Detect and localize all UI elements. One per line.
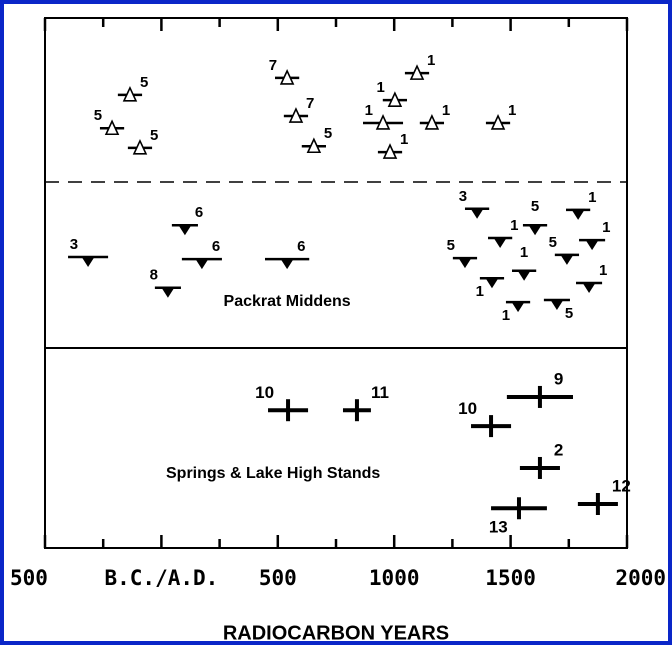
- point-label: 1: [400, 131, 408, 148]
- open-triangle: [375, 114, 391, 130]
- point-label: 7: [306, 95, 314, 112]
- point-label: 1: [510, 217, 518, 234]
- point-label: 1: [602, 219, 610, 236]
- point-label: 5: [549, 234, 557, 251]
- point-label: 6: [195, 204, 203, 221]
- filled-triangle: [160, 286, 175, 298]
- open-triangle: [279, 68, 295, 85]
- point-label: 1: [442, 102, 450, 119]
- panel-label: Packrat Middens: [224, 293, 351, 310]
- point-label: 1: [365, 102, 373, 119]
- point-label: 6: [297, 238, 305, 255]
- filled-triangle: [194, 258, 209, 270]
- open-triangle: [122, 85, 138, 102]
- point-label: 1: [508, 102, 516, 119]
- open-triangle: [382, 143, 398, 159]
- point-label: 3: [459, 188, 467, 205]
- filled-triangle: [559, 253, 574, 265]
- open-triangle: [104, 119, 120, 136]
- open-triangle: [424, 114, 440, 130]
- point-label: 5: [324, 125, 332, 142]
- x-tick-label: 1500: [485, 566, 536, 590]
- open-triangle: [306, 137, 322, 154]
- point-label: 10: [255, 383, 274, 402]
- x-tick-label: 2000: [615, 566, 666, 590]
- filled-triangle: [470, 207, 485, 219]
- filled-triangle: [280, 258, 295, 270]
- point-label: 6: [212, 238, 220, 255]
- open-triangle: [387, 91, 403, 107]
- point-label: 5: [140, 74, 148, 91]
- filled-triangle: [457, 257, 472, 269]
- point-label: 1: [476, 283, 484, 300]
- point-label: 1: [588, 189, 596, 206]
- x-tick-label: 500: [259, 566, 297, 590]
- panel-label: Springs & Lake High Stands: [166, 465, 380, 482]
- point-label: 5: [531, 198, 539, 215]
- open-triangle: [132, 138, 148, 155]
- filled-triangle: [493, 236, 508, 248]
- x-tick-label: 1000: [369, 566, 420, 590]
- filled-triangle: [81, 256, 96, 268]
- point-label: 2: [554, 441, 563, 460]
- filled-triangle: [528, 224, 543, 236]
- open-triangle: [490, 114, 506, 130]
- point-label: 1: [502, 307, 510, 324]
- filled-triangle: [517, 269, 532, 281]
- filled-triangle: [511, 301, 526, 313]
- point-label: 5: [150, 127, 158, 144]
- point-label: 11: [371, 383, 389, 402]
- point-label: 8: [150, 267, 158, 284]
- open-triangle: [409, 64, 425, 80]
- point-label: 5: [565, 305, 573, 322]
- x-tick-label: B.C./A.D.: [105, 566, 219, 590]
- point-label: 10: [458, 399, 477, 418]
- point-label: 1: [377, 79, 385, 96]
- x-tick-label: 500: [10, 566, 48, 590]
- point-label: 1: [427, 52, 435, 69]
- point-label: 12: [612, 477, 631, 496]
- filled-triangle: [571, 208, 586, 220]
- point-label: 1: [520, 244, 528, 261]
- point-label: 7: [269, 57, 277, 74]
- point-label: 9: [554, 370, 563, 389]
- point-label: 1: [599, 262, 607, 279]
- filled-triangle: [177, 224, 192, 236]
- filled-triangle: [585, 239, 600, 251]
- point-label: 5: [94, 107, 102, 124]
- filled-triangle: [484, 277, 499, 289]
- filled-triangle: [582, 282, 597, 293]
- open-triangle: [288, 107, 304, 123]
- point-label: 3: [70, 236, 78, 253]
- point-label: 13: [489, 517, 508, 536]
- filled-triangle: [549, 298, 564, 310]
- point-label: 5: [447, 237, 455, 254]
- x-axis-title: RADIOCARBON YEARS: [223, 622, 449, 644]
